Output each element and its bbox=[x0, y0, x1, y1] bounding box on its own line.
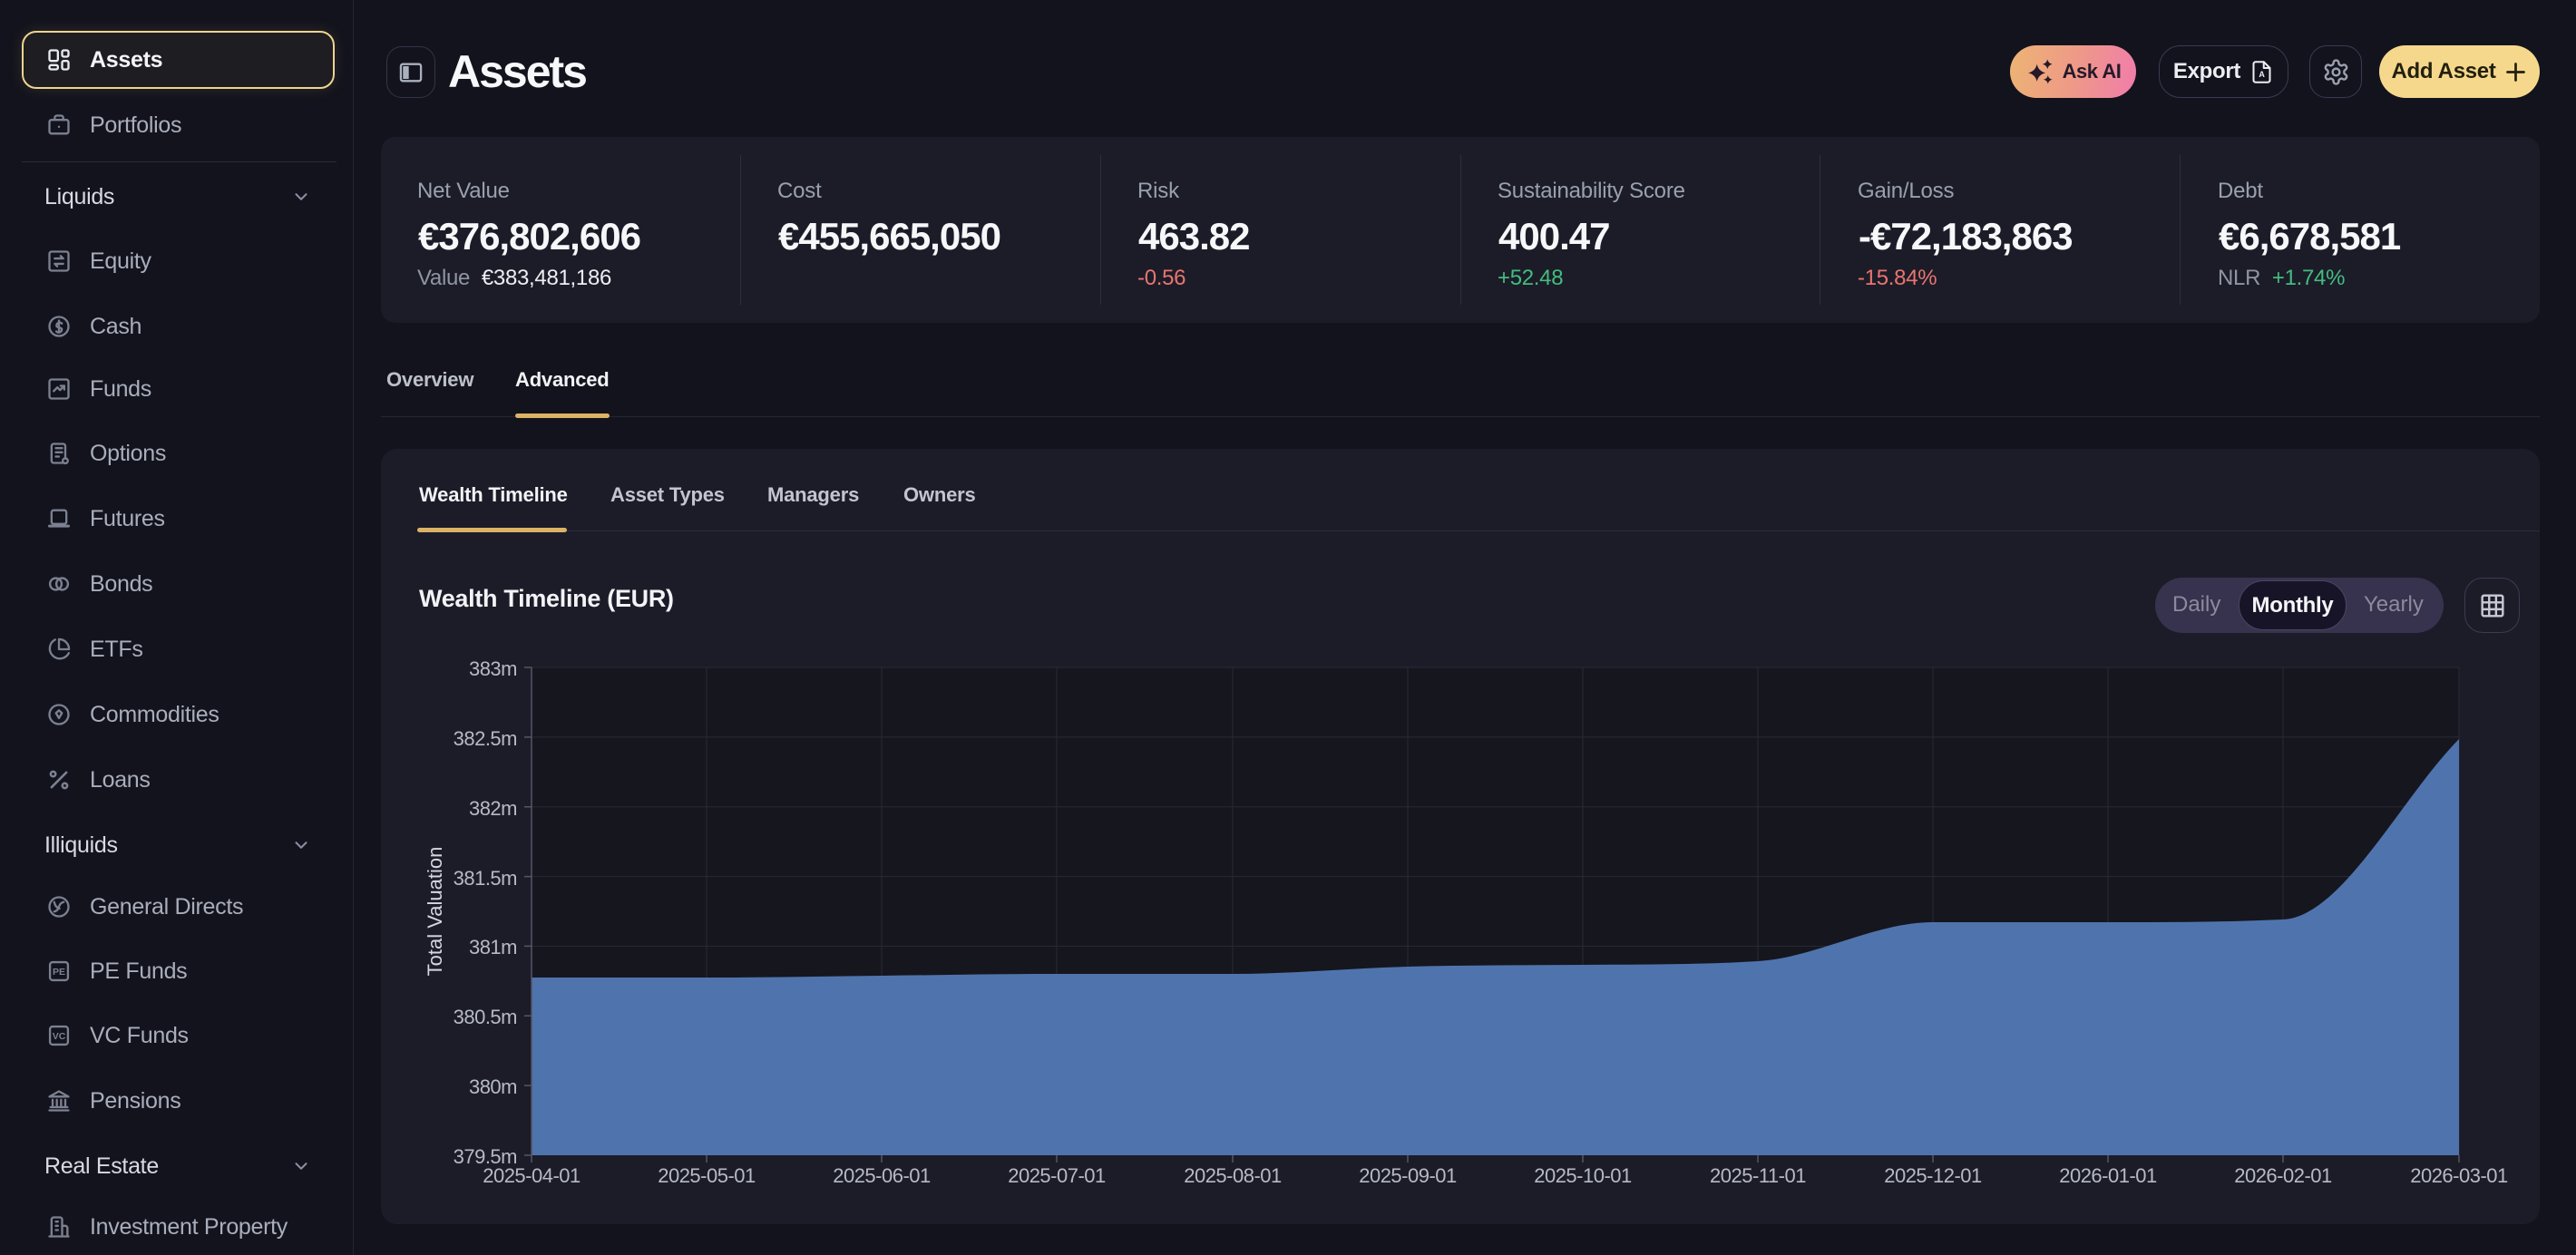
svg-text:2025-07-01: 2025-07-01 bbox=[1008, 1164, 1106, 1187]
svg-text:2025-05-01: 2025-05-01 bbox=[658, 1164, 756, 1187]
svg-text:PE: PE bbox=[53, 967, 65, 978]
svg-text:379.5m: 379.5m bbox=[454, 1145, 517, 1168]
svg-text:2025-08-01: 2025-08-01 bbox=[1184, 1164, 1282, 1187]
svg-text:Total Valuation: Total Valuation bbox=[424, 847, 446, 977]
svg-text:2026-03-01: 2026-03-01 bbox=[2410, 1164, 2508, 1187]
svg-text:2026-02-01: 2026-02-01 bbox=[2234, 1164, 2332, 1187]
svg-text:380.5m: 380.5m bbox=[454, 1006, 517, 1028]
svg-text:VC: VC bbox=[53, 1031, 66, 1042]
svg-text:2025-11-01: 2025-11-01 bbox=[1710, 1164, 1806, 1187]
svg-text:2025-10-01: 2025-10-01 bbox=[1534, 1164, 1632, 1187]
svg-text:383m: 383m bbox=[469, 657, 517, 680]
svg-text:382.5m: 382.5m bbox=[454, 727, 517, 750]
svg-text:A: A bbox=[2259, 70, 2265, 79]
svg-text:380m: 380m bbox=[469, 1075, 517, 1098]
svg-text:2025-09-01: 2025-09-01 bbox=[1359, 1164, 1457, 1187]
svg-text:2025-12-01: 2025-12-01 bbox=[1884, 1164, 1982, 1187]
svg-text:381.5m: 381.5m bbox=[454, 867, 517, 890]
svg-text:2025-04-01: 2025-04-01 bbox=[483, 1164, 581, 1187]
svg-text:2026-01-01: 2026-01-01 bbox=[2059, 1164, 2157, 1187]
svg-text:382m: 382m bbox=[469, 797, 517, 820]
svg-text:2025-06-01: 2025-06-01 bbox=[833, 1164, 931, 1187]
svg-text:381m: 381m bbox=[469, 936, 517, 958]
